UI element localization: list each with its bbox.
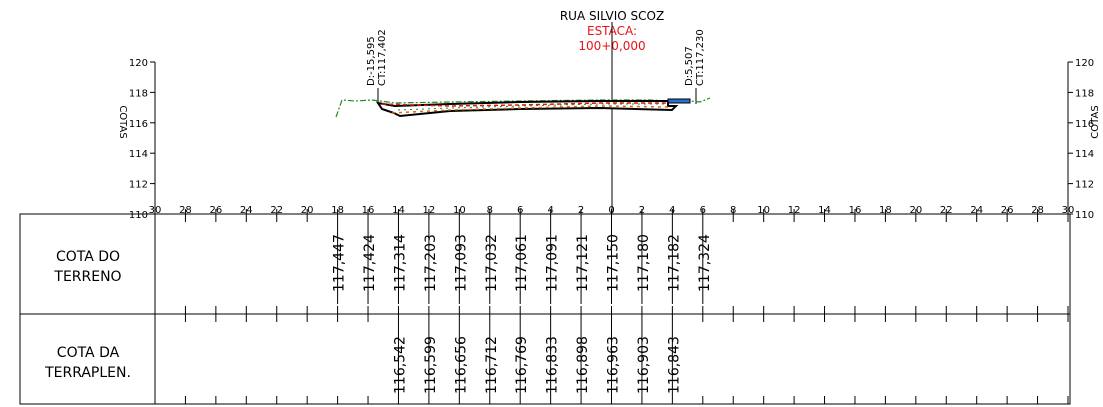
terraplen-value: 116,542 [392,336,408,394]
street-name: RUA SILVIO SCOZ [560,9,664,23]
x-tick-label: 28 [1031,205,1044,216]
y-tick-label-right: 110 [1075,210,1094,221]
terraplen-value: 116,843 [666,336,682,394]
x-tick-label: 28 [179,205,192,216]
y-tick-label-left: 110 [129,210,148,221]
row-terraplen-title-line1: COTA DA [57,345,120,361]
x-tick-label: 4 [547,205,553,216]
x-tick-label: 16 [362,205,375,216]
row-terreno-title-line1: COTA DO [56,249,120,265]
x-tick-label: 16 [849,205,862,216]
terraplen-value: 116,769 [514,336,530,394]
x-tick-label: 8 [730,205,736,216]
row-terraplen-title-line2: TERRAPLEN. [44,365,131,381]
x-tick-label: 2 [578,205,584,216]
terreno-value: 117,324 [697,234,713,292]
x-tick-label: 18 [331,205,344,216]
terraplen-value: 116,833 [545,336,561,394]
terreno-value: 117,032 [484,234,500,292]
y-tick-label-left: 120 [129,58,148,69]
x-tick-label: 2 [639,205,645,216]
row-terreno-ticks [154,214,1069,314]
terraplen-value: 116,712 [484,336,500,394]
terraplen-value: 116,656 [453,336,469,394]
y-tick-label-left: 112 [129,180,148,191]
road-hatch-green [397,103,665,111]
terreno-value: 117,182 [666,234,682,292]
x-tick-label: 30 [1062,205,1075,216]
terreno-value: 117,093 [453,234,469,292]
y-axis-title-right: COTAS [1090,105,1101,138]
section-geometry [335,97,711,118]
x-tick-label: 6 [700,205,706,216]
terreno-value: 117,180 [636,234,652,292]
x-tick-label: 20 [909,205,922,216]
x-tick-label: 10 [757,205,770,216]
row-terreno-title-line2: TERRENO [53,269,121,285]
terreno-value: 117,203 [423,234,439,292]
terreno-value: 117,121 [575,234,591,292]
y-tick-label-right: 114 [1075,149,1094,160]
y-tick-label-left: 114 [129,149,148,160]
terreno-value: 117,150 [606,234,622,292]
right-offset-distance: D:5,507 [684,46,695,86]
row-terraplen-ticks [154,314,1069,404]
road-hatch-orange [391,105,671,114]
x-tick-label: 22 [940,205,953,216]
x-tick-label: 26 [1001,205,1014,216]
terreno-value: 117,091 [545,234,561,292]
x-tick-label: 4 [669,205,675,216]
x-tick-label: 14 [392,205,405,216]
terraplen-value: 116,599 [423,336,439,394]
x-tick-label: 8 [487,205,493,216]
row-terraplen-values: 116,542 116,599 116,656 116,712 116,769 116,8… [392,322,682,396]
left-offset-ct: CT:117,402 [377,29,388,86]
x-tick-label: 30 [149,205,162,216]
x-tick-label: 6 [517,205,523,216]
terreno-value: 117,424 [362,234,378,292]
x-axis: 30 28 26 24 22 20 18 16 14 12 10 8 6 4 2 0 2 4 6 8 10 12 14 16 1… [149,205,1075,216]
x-tick-label: 20 [301,205,314,216]
terraplen-value: 116,903 [636,336,652,394]
y-tick-label-right: 118 [1075,88,1094,99]
x-tick-label: 10 [453,205,466,216]
terraplen-value: 116,963 [606,336,622,394]
terreno-value: 117,314 [392,234,408,292]
y-tick-label-right: 116 [1075,119,1094,130]
left-offset-distance: D:-15,595 [366,36,377,86]
right-offset-ct: CT:117,230 [695,29,706,86]
x-tick-label: 12 [788,205,801,216]
y-tick-label-left: 118 [129,88,148,99]
plot-frame [154,22,1069,215]
offset-callouts: D:-15,595 CT:117,402 D:5,507 CT:117,230 [366,29,706,104]
x-tick-label: 24 [970,205,983,216]
section-header: RUA SILVIO SCOZ ESTACA: 100+0,000 [560,9,664,53]
road-hatch-red [381,102,668,107]
existing-curb [667,98,691,104]
x-tick-label: 22 [270,205,283,216]
x-tick-label: 24 [240,205,253,216]
y-tick-label-left: 116 [129,119,148,130]
x-tick-label: 0 [608,205,614,216]
y-tick-label-right: 112 [1075,180,1094,191]
x-tick-label: 14 [818,205,831,216]
x-tick-label: 18 [879,205,892,216]
y-tick-label-right: 120 [1075,58,1094,69]
row-terreno-values: 117,447 117,424 117,314 117,203 117,093 117,0… [332,222,713,304]
x-tick-label: 12 [423,205,436,216]
terreno-value: 117,061 [514,234,530,292]
terraplen-value: 116,898 [575,336,591,394]
terreno-value: 117,447 [332,234,348,292]
y-axis-title-left: COTAS [117,105,128,138]
x-tick-label: 26 [209,205,222,216]
